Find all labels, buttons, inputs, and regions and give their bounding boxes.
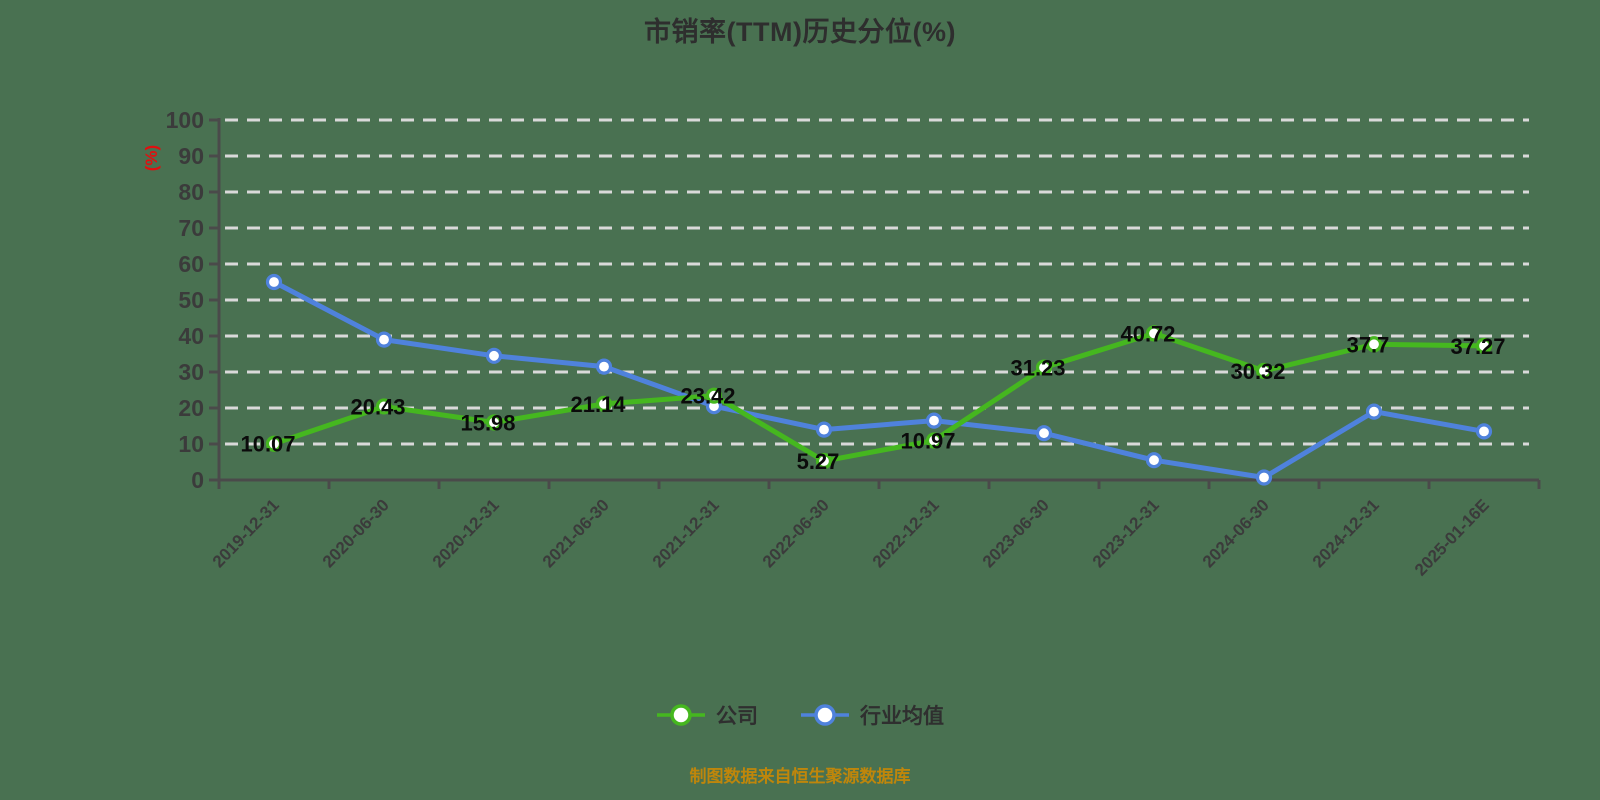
x-axis-label: 2021-12-31 (649, 496, 723, 572)
y-axis-tick-label: 50 (178, 287, 204, 313)
industry-average-data-point[interactable] (925, 412, 943, 429)
company-value-label: 10.97 (900, 429, 955, 454)
y-axis-tick-label: 30 (178, 359, 204, 385)
x-axis-label: 2022-06-30 (759, 496, 833, 572)
industry-average-data-point[interactable] (265, 273, 283, 291)
company-data-point[interactable] (1145, 325, 1163, 342)
x-axis-label: 2025-01-16E (1411, 496, 1493, 580)
y-axis-tick-label: 90 (178, 143, 204, 169)
company-data-point[interactable] (485, 414, 503, 431)
industry-average-data-point[interactable] (375, 331, 393, 348)
data-source-note: 制图数据来自恒生聚源数据库 (689, 767, 911, 786)
company-data-point[interactable] (265, 435, 283, 452)
industry-average-line-marker-icon (801, 704, 849, 726)
legend-label-company: 公司 (716, 705, 758, 728)
x-axis-label: 2021-06-30 (539, 496, 613, 572)
company-line-marker-icon (657, 704, 705, 726)
company-value-label: 37.27 (1450, 334, 1505, 359)
legend-item-industry-average[interactable]: 行业均值 (800, 700, 944, 730)
axes: 0 10 20 30 40 50 60 70 80 90 100 2019-12-31 2020-06-… (142, 107, 1541, 580)
x-axis-label: 2024-06-30 (1199, 496, 1273, 572)
company-data-point[interactable] (1365, 336, 1383, 353)
y-axis-tick-label: 10 (178, 431, 204, 457)
x-axis-label: 2020-06-30 (319, 496, 393, 572)
company-data-point[interactable] (815, 452, 833, 470)
y-axis-tick-label: 20 (178, 395, 204, 421)
company-line (271, 330, 1487, 464)
y-axis-tick-label: 40 (178, 323, 204, 349)
company-data-point[interactable] (1475, 337, 1493, 354)
industry-average-data-point[interactable] (595, 358, 613, 375)
company-data-point[interactable] (375, 398, 393, 415)
industry-average-data-point[interactable] (1035, 425, 1053, 442)
company-value-label: 21.14 (570, 392, 626, 417)
x-axis-label: 2024-12-31 (1309, 496, 1383, 572)
company-value-label: 31.23 (1010, 356, 1065, 381)
company-value-label: 37.7 (1347, 332, 1390, 357)
gridlines (225, 118, 1529, 446)
chart-title: 市销率(TTM)历史分位(%) (644, 17, 956, 47)
x-axis-label: 2019-12-31 (209, 496, 283, 572)
y-axis-unit-label: (%) (142, 145, 161, 171)
industry-average-data-point[interactable] (1255, 469, 1273, 486)
company-value-label: 20.43 (350, 394, 405, 419)
y-axis-tick-label: 100 (166, 107, 204, 133)
industry-average-data-point[interactable] (1145, 452, 1163, 469)
series-company: 10.07 20.43 15.98 21.14 23.42 5.27 10.97 31.23 4… (240, 321, 1505, 474)
company-value-label: 23.42 (680, 384, 735, 409)
company-data-point[interactable] (705, 387, 723, 404)
company-value-label: 40.72 (1120, 321, 1175, 346)
company-value-label: 30.32 (1230, 359, 1285, 384)
legend-label-industry-average: 行业均值 (860, 705, 944, 728)
industry-average-data-point[interactable] (1475, 423, 1493, 440)
company-value-label: 15.98 (460, 410, 515, 435)
industry-average-line (271, 279, 1487, 480)
company-value-label: 5.27 (797, 449, 840, 474)
company-data-point[interactable] (1255, 362, 1273, 379)
y-axis-tick-label: 0 (191, 467, 204, 493)
x-axis-label: 2023-06-30 (979, 496, 1053, 572)
company-data-point[interactable] (595, 395, 613, 412)
company-data-point[interactable] (925, 432, 943, 449)
industry-average-data-point[interactable] (485, 347, 503, 364)
x-axis-label: 2022-12-31 (869, 496, 943, 572)
industry-average-data-point[interactable] (815, 421, 833, 438)
y-axis-tick-label: 60 (178, 251, 204, 277)
industry-average-data-point[interactable] (1365, 403, 1383, 420)
y-axis-tick-label: 70 (178, 215, 204, 241)
x-axis-label: 2023-12-31 (1089, 496, 1163, 572)
legend-item-company[interactable]: 公司 (656, 700, 758, 730)
x-axis-label: 2020-12-31 (429, 496, 503, 572)
company-data-point[interactable] (1035, 359, 1053, 376)
chart-legend: 公司 行业均值 (0, 700, 1600, 730)
company-value-label: 10.07 (240, 432, 295, 457)
y-axis-tick-label: 80 (178, 179, 204, 205)
